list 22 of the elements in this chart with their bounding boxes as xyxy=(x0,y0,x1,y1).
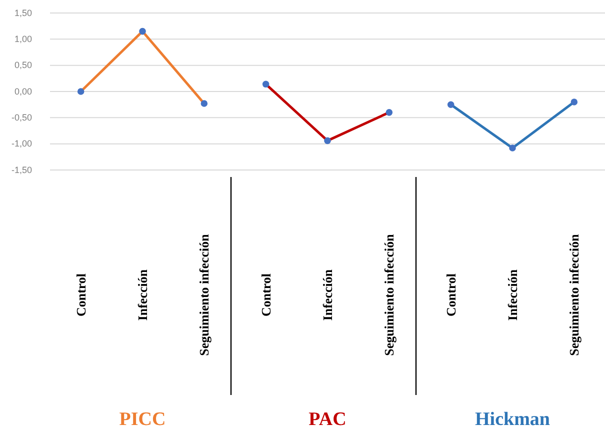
x-tick-label: Control xyxy=(443,273,458,317)
point xyxy=(447,101,454,108)
text: PAC xyxy=(308,409,346,430)
x-tick-label: Control xyxy=(73,273,88,317)
y-tick-label: -1,50 xyxy=(11,164,32,175)
y-tick-label: 1,50 xyxy=(14,8,32,18)
point xyxy=(570,98,578,106)
x-tick-label: Control xyxy=(258,273,274,317)
x-tick-label: Infección xyxy=(135,268,150,321)
y-tick-label: 0,50 xyxy=(14,60,32,70)
x-tick-label: Infección xyxy=(320,268,336,321)
y-tick-label: -0,50 xyxy=(11,112,32,123)
y-tick-label: 1,00 xyxy=(14,34,32,44)
x-tick-label: Infección xyxy=(505,268,520,321)
y-tick-label: -1,00 xyxy=(11,138,32,149)
x-tick-label: Seguimiento infección xyxy=(196,233,212,356)
point xyxy=(509,144,516,152)
text: PICC xyxy=(119,409,166,430)
x-tick-label: Seguimiento infección xyxy=(382,233,397,356)
x-tick-label: Seguimiento infección xyxy=(566,233,582,356)
y-tick-label: 0,00 xyxy=(14,86,32,96)
text: Hickman xyxy=(475,409,550,430)
